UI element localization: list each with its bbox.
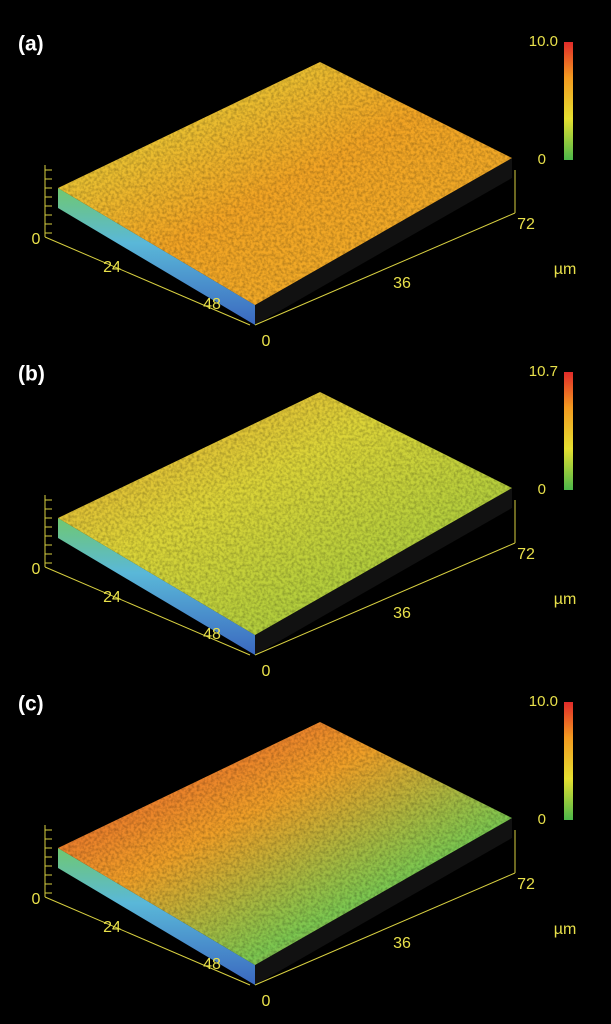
axis-line: [44, 896, 251, 986]
surface-side: [255, 818, 512, 985]
x-tick-label: 48: [203, 956, 221, 973]
panel: (c) 10.0 0 0 24 48 0 36 72 µm: [18, 693, 576, 1011]
colorbar-min: 0: [538, 811, 546, 828]
x-tick-label: 48: [203, 626, 221, 643]
colorbar-min: 0: [538, 481, 546, 498]
y-tick-label: 0: [262, 333, 271, 350]
x-tick-label: 24: [103, 259, 121, 276]
y-tick-label: 72: [517, 546, 535, 563]
x-tick-label: 48: [203, 296, 221, 313]
x-tick-label: 24: [103, 589, 121, 606]
axis-unit: µm: [554, 591, 577, 608]
y-tick-label: 0: [262, 993, 271, 1010]
colorbar: [564, 702, 573, 820]
y-tick-label: 36: [393, 935, 411, 952]
axis-line: [44, 566, 251, 656]
axis-line: [254, 872, 516, 986]
colorbar-max: 10.0: [529, 33, 558, 50]
z-axis-zero: 0: [32, 561, 41, 578]
axis-unit: µm: [554, 921, 577, 938]
y-tick-label: 72: [517, 876, 535, 893]
surface-side: [58, 188, 255, 325]
surface-side: [58, 848, 255, 985]
panel-label: (b): [18, 363, 45, 386]
colorbar: [564, 42, 573, 160]
z-axis-zero: 0: [32, 891, 41, 908]
panel-label: (c): [18, 693, 44, 716]
x-tick-label: 24: [103, 919, 121, 936]
surface-side: [255, 158, 512, 325]
panel: (b) 10.7 0 0 24 48 0 36 72 µm: [18, 363, 576, 681]
axis-line: [254, 542, 516, 656]
z-axis-zero: 0: [32, 231, 41, 248]
colorbar-max: 10.0: [529, 693, 558, 710]
axis-unit: µm: [554, 261, 577, 278]
y-tick-label: 36: [393, 275, 411, 292]
axis-line: [44, 236, 251, 326]
axis-line: [254, 212, 516, 326]
surface-side: [58, 518, 255, 655]
colorbar-max: 10.7: [529, 363, 558, 380]
colorbar: [564, 372, 573, 490]
surface-texture: [58, 722, 512, 965]
surface-texture: [58, 392, 512, 635]
colorbar-min: 0: [538, 151, 546, 168]
y-tick-label: 36: [393, 605, 411, 622]
y-tick-label: 0: [262, 663, 271, 680]
y-tick-label: 72: [517, 216, 535, 233]
panel-label: (a): [18, 33, 44, 56]
surface-texture: [58, 62, 512, 305]
panel: (a) 10.0 0 0 24 48 0 36 72 µm: [18, 33, 576, 351]
surface-side: [255, 488, 512, 655]
